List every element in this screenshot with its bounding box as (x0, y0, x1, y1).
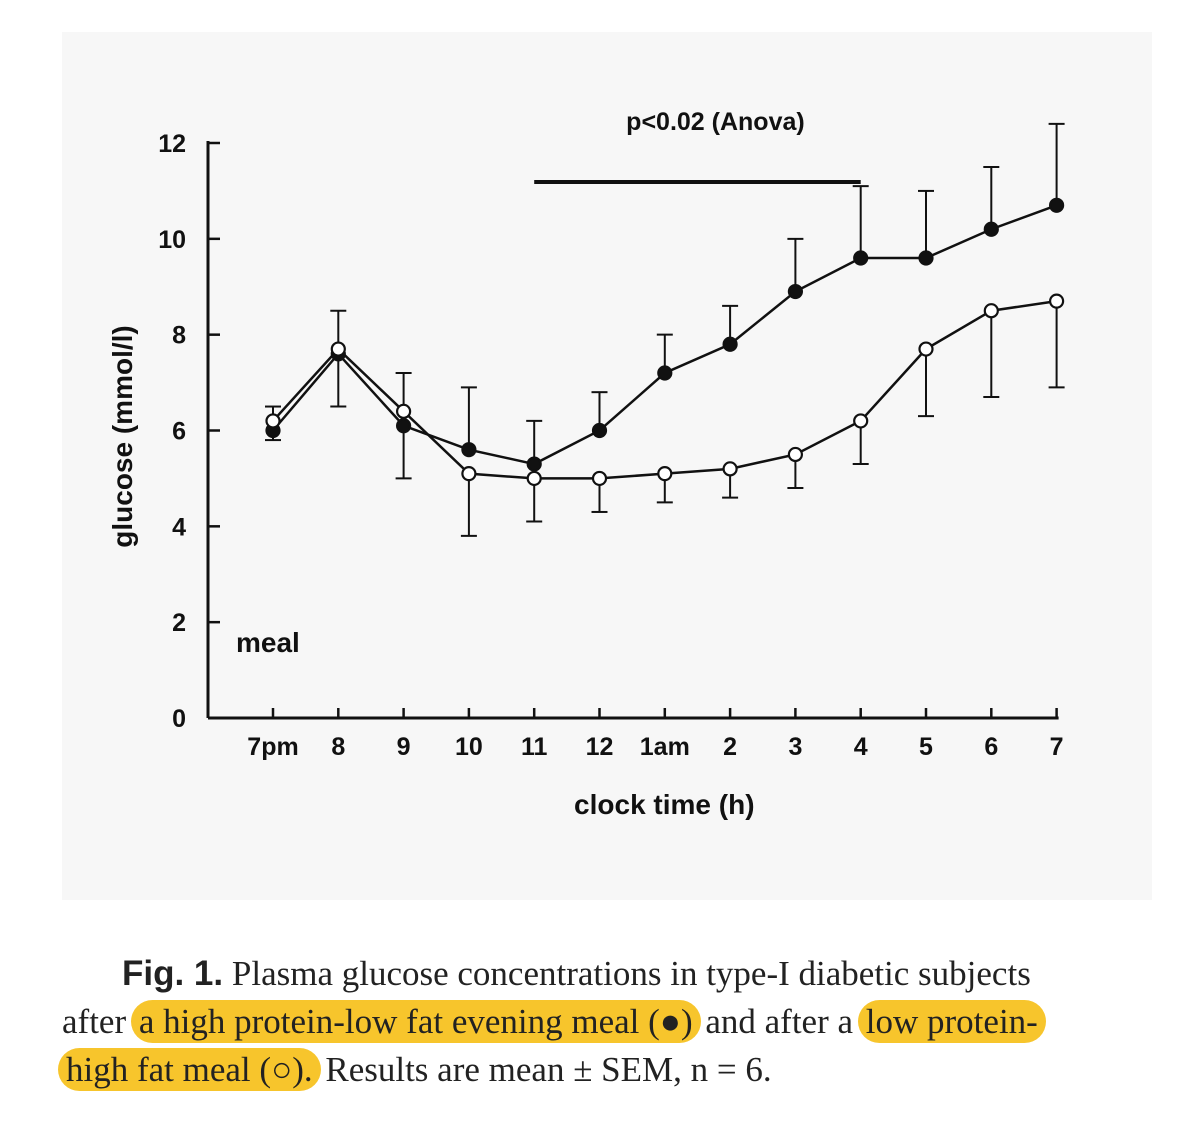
highlight-text-1: a high protein-low fat evening meal ( (138, 1002, 660, 1041)
point-high-protein (787, 283, 804, 300)
point-high-protein (396, 418, 412, 434)
x-tick-label: 11 (521, 733, 548, 761)
x-axis-label: clock time (h) (574, 789, 754, 820)
x-tick-label: 12 (586, 733, 614, 761)
x-tick-label: 9 (397, 733, 411, 761)
y-tick-label: 0 (172, 705, 186, 733)
x-tick-label: 7pm (247, 733, 298, 761)
highlight-high-fat: high fat meal (○). (58, 1048, 321, 1091)
x-tick-label: 1am (640, 733, 690, 761)
y-tick-label: 4 (172, 513, 186, 541)
point-high-protein (853, 250, 869, 266)
point-high-fat (1048, 293, 1065, 309)
point-high-fat (722, 461, 738, 477)
x-tick-label: 6 (984, 733, 998, 761)
y-tick-label: 10 (158, 226, 186, 254)
meal-label: meal (236, 627, 300, 658)
y-tick-label: 8 (172, 322, 186, 350)
caption-line-3: high fat meal (○). Results are mean ± SE… (58, 1046, 1172, 1094)
point-high-protein (526, 456, 542, 472)
point-high-fat (591, 470, 608, 487)
point-high-fat (461, 466, 477, 482)
highlight-text-1-end: ) (680, 1002, 693, 1041)
open-circle-symbol: ○ (271, 1050, 293, 1089)
figure-label: Fig. 1. (122, 954, 224, 993)
point-high-protein (461, 442, 477, 458)
y-tick-label: 2 (172, 609, 186, 637)
point-high-protein (657, 365, 673, 381)
x-tick-label: 2 (723, 733, 737, 761)
figure-panel: 0 2 4 6 8 10 12 7pm 8 9 10 11 12 1am 2 3 4 5 6 7 clock time … (62, 32, 1152, 900)
point-high-protein (722, 336, 738, 352)
significance-label: p<0.02 (Anova) (626, 108, 805, 136)
point-high-protein (591, 422, 608, 439)
caption-text-2: after (62, 1002, 135, 1041)
highlight-text-3-end: ). (292, 1050, 313, 1089)
point-high-protein (918, 250, 934, 266)
caption-line-2: after a high protein-low fat evening mea… (62, 998, 1172, 1046)
y-tick-label: 12 (158, 130, 186, 158)
x-tick-label: 8 (331, 733, 345, 761)
point-high-fat (918, 341, 934, 357)
highlight-low-protein: low protein- (857, 1000, 1046, 1043)
point-high-fat (330, 341, 346, 357)
highlight-high-protein: a high protein-low fat evening meal (●) (130, 1000, 701, 1043)
x-tick-label: 10 (455, 733, 483, 761)
point-high-fat (983, 303, 999, 319)
x-tick-label: 5 (919, 733, 933, 761)
point-high-protein (1048, 197, 1065, 213)
point-high-fat (787, 446, 804, 463)
x-tick-label: 4 (854, 733, 868, 761)
figure-caption: Fig. 1. Plasma glucose concentrations in… (58, 950, 1172, 1094)
caption-text-3: and after a (696, 1002, 862, 1041)
caption-text-4: Results are mean ± SEM, n = 6. (316, 1050, 772, 1089)
point-high-protein (983, 221, 999, 237)
y-tick-label: 6 (172, 418, 186, 446)
filled-circle-symbol: ● (659, 1002, 681, 1041)
series-line-high-fat (272, 299, 1057, 480)
x-tick-label: 3 (788, 733, 802, 761)
caption-text-1: Plasma glucose concentrations in type-I … (223, 954, 1031, 993)
point-high-fat (265, 413, 281, 429)
point-high-fat (396, 403, 412, 419)
point-high-fat (657, 466, 673, 482)
point-high-fat (526, 470, 542, 487)
y-axis-label: glucose (mmol/l) (107, 325, 138, 547)
x-tick-label: 7 (1050, 733, 1064, 761)
point-high-fat (853, 413, 869, 429)
caption-line-1: Fig. 1. Plasma glucose concentrations in… (62, 950, 1172, 998)
glucose-chart: 0 2 4 6 8 10 12 7pm 8 9 10 11 12 1am 2 3 4 5 6 7 clock time … (107, 108, 1065, 820)
highlight-text-3: high fat meal ( (66, 1050, 272, 1089)
